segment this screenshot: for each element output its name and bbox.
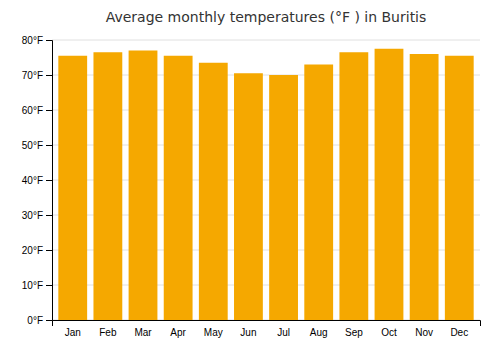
bar bbox=[339, 52, 368, 320]
tick-mark bbox=[46, 250, 52, 251]
tick: Jul bbox=[277, 327, 290, 338]
tick-label: Nov bbox=[415, 327, 433, 338]
tick-mark bbox=[46, 40, 52, 41]
bar bbox=[410, 54, 439, 320]
tick: May bbox=[204, 327, 223, 338]
tick: Aug bbox=[310, 327, 328, 338]
chart-container: 0°F 10°F 20°F 30°F 40°F 50°F 60°F 70°F 80°F Jan Fe… bbox=[0, 0, 500, 350]
tick: Apr bbox=[170, 327, 186, 338]
bar bbox=[129, 51, 158, 321]
bar bbox=[58, 56, 87, 320]
tick-label: 20°F bbox=[22, 245, 43, 256]
tick: Sep bbox=[345, 327, 363, 338]
tick: Mar bbox=[134, 327, 152, 338]
tick-label: 50°F bbox=[22, 140, 43, 151]
y-axis: 0°F 10°F 20°F 30°F 40°F 50°F 60°F 70°F 80°F bbox=[22, 35, 53, 326]
grid bbox=[52, 40, 480, 320]
tick: Nov bbox=[415, 327, 433, 338]
tick-label: Dec bbox=[450, 327, 468, 338]
tick-mark bbox=[46, 110, 52, 111]
tick: Dec bbox=[450, 327, 468, 338]
tick-label: 80°F bbox=[22, 35, 43, 46]
tick-label: Jun bbox=[240, 327, 256, 338]
tick: 30°F bbox=[22, 210, 52, 221]
tick: 0°F bbox=[27, 315, 52, 326]
tick-mark bbox=[46, 320, 52, 321]
tick-label: Feb bbox=[99, 327, 117, 338]
tick: 80°F bbox=[22, 35, 52, 46]
bar bbox=[93, 52, 122, 320]
tick-label: 70°F bbox=[22, 70, 43, 81]
tick: Feb bbox=[99, 327, 117, 338]
tick: 10°F bbox=[22, 280, 52, 291]
tick: 60°F bbox=[22, 105, 52, 116]
tick-mark bbox=[46, 215, 52, 216]
tick-label: Apr bbox=[170, 327, 186, 338]
tick: 50°F bbox=[22, 140, 52, 151]
tick: 40°F bbox=[22, 175, 52, 186]
bars bbox=[58, 49, 473, 320]
bar bbox=[375, 49, 404, 320]
tick-mark bbox=[46, 180, 52, 181]
tick: Oct bbox=[381, 327, 397, 338]
bar bbox=[199, 63, 228, 320]
tick-label: Jan bbox=[65, 327, 81, 338]
tick-label: Mar bbox=[134, 327, 152, 338]
title: Average monthly temperatures (°F ) in Bu… bbox=[106, 9, 427, 25]
tick: Jan bbox=[65, 327, 81, 338]
x-axis: Jan Feb Mar Apr May Jun Jul Aug Sep Oct Nov Dec bbox=[53, 321, 481, 339]
tick-mark bbox=[46, 145, 52, 146]
axis-line bbox=[53, 321, 481, 327]
tick-label: 40°F bbox=[22, 175, 43, 186]
grid-line bbox=[52, 40, 480, 41]
tick-label: Sep bbox=[345, 327, 363, 338]
bar bbox=[304, 65, 333, 321]
tick-label: Jul bbox=[277, 327, 290, 338]
tick-mark bbox=[46, 75, 52, 76]
tick-label: 30°F bbox=[22, 210, 43, 221]
tick-label: Oct bbox=[381, 327, 397, 338]
tick-label: 10°F bbox=[22, 280, 43, 291]
tick-label: Aug bbox=[310, 327, 328, 338]
tick: 70°F bbox=[22, 70, 52, 81]
axis-line bbox=[46, 41, 53, 321]
tick-label: May bbox=[204, 327, 223, 338]
plot-area: 0°F 10°F 20°F 30°F 40°F 50°F 60°F 70°F 80°F Jan Fe… bbox=[22, 35, 481, 338]
tick-label: 60°F bbox=[22, 105, 43, 116]
tick-mark bbox=[46, 285, 52, 286]
bar bbox=[164, 56, 193, 320]
bar bbox=[234, 73, 263, 320]
bar bbox=[445, 56, 474, 320]
chart-svg: 0°F 10°F 20°F 30°F 40°F 50°F 60°F 70°F 80°F Jan Fe… bbox=[0, 0, 500, 350]
tick-label: 0°F bbox=[27, 315, 43, 326]
tick: 20°F bbox=[22, 245, 52, 256]
tick: Jun bbox=[240, 327, 256, 338]
bar bbox=[269, 75, 298, 320]
